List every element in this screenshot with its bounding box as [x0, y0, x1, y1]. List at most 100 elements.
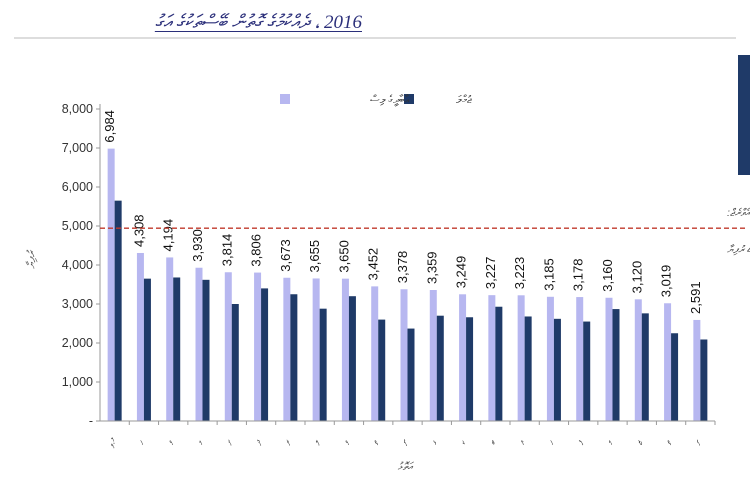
- x-category-label: ހ: [136, 440, 146, 445]
- bar-series-1: [400, 289, 408, 421]
- y-tick-label: 4,000: [62, 258, 93, 272]
- bar-series-2: [290, 294, 298, 421]
- bar-series-2: [495, 306, 503, 421]
- bar-series-1: [312, 278, 320, 421]
- data-label: 3,249: [454, 256, 469, 289]
- x-category-label: ނ: [400, 438, 410, 446]
- x-category-label: ކ: [458, 440, 468, 445]
- data-label: 3,806: [249, 234, 264, 267]
- bar-series-2: [671, 333, 679, 421]
- bar-series-2: [261, 288, 269, 421]
- bar-series-2: [202, 279, 210, 421]
- bar-series-2: [173, 277, 181, 421]
- data-labels: 6,984 4,308 4,194 3,930 3,814 3,806 3,673 3,655…: [102, 110, 703, 314]
- y-axis: - 1,000 2,000 3,000 4,000 5,000 6,000 7,000 8,00…: [62, 102, 101, 428]
- x-category-label: ފ: [575, 439, 585, 445]
- legend-label-series-1: އާބާދީގެ ލިސް: [370, 94, 410, 107]
- x-category-label: ޅ: [195, 440, 205, 445]
- x-category-label: ޅ.ވ: [107, 437, 117, 449]
- x-category-label: ށ: [692, 439, 702, 446]
- bar-series-1: [341, 278, 349, 421]
- data-label: 3,930: [190, 229, 205, 262]
- reference-line: ދިވެހިރާއްޖޭގެ އެވްރެޖް: 4944 ރުފިޔާ: [100, 206, 750, 256]
- bar-series-2: [553, 318, 561, 421]
- y-tick-label: 5,000: [62, 219, 93, 233]
- bar-series-1: [107, 148, 115, 421]
- data-label: 3,673: [278, 239, 293, 272]
- bar-series-2: [348, 296, 356, 421]
- data-label: 3,120: [629, 261, 644, 294]
- y-tick-label: 1,000: [62, 375, 93, 389]
- data-label: 3,359: [424, 251, 439, 284]
- bar-series-1: [546, 296, 554, 421]
- bar-series-2: [378, 319, 386, 421]
- bar-series-2: [466, 317, 474, 421]
- x-category-label: ހ: [546, 440, 556, 445]
- bar-series-1: [488, 295, 496, 421]
- bar-series-2: [143, 278, 151, 421]
- data-label: 3,223: [512, 257, 527, 290]
- bar-series-1: [136, 252, 144, 421]
- x-category-label: ލ: [312, 440, 322, 446]
- bar-series-1: [576, 297, 584, 421]
- data-label: 3,019: [659, 265, 674, 298]
- bar-series-2: [700, 339, 708, 421]
- bar-series-1: [283, 277, 291, 421]
- data-label: 3,160: [600, 259, 615, 292]
- data-label: 4,194: [161, 219, 176, 252]
- y-tick-label: 8,000: [62, 102, 93, 116]
- bar-series-1: [517, 295, 525, 421]
- x-category-label: ށ: [224, 439, 234, 446]
- slide-accent-bar: [738, 55, 750, 175]
- data-label: 6,984: [102, 110, 117, 143]
- y-tick-label: 6,000: [62, 180, 93, 194]
- bar-series-1: [693, 319, 701, 421]
- bar-series-2: [612, 309, 620, 421]
- data-label: 3,185: [541, 258, 556, 291]
- data-label: 2,591: [688, 281, 703, 314]
- bar-series-2: [407, 328, 415, 421]
- bar-series-1: [605, 297, 613, 421]
- chart-title: 2016 ، ދެއްކުމުގެ ގޮތުން ބޭސްތަކުގެ އަގު: [154, 12, 362, 33]
- y-tick-label: 3,000: [62, 297, 93, 311]
- x-axis-title: އަތޮޅު: [398, 461, 415, 473]
- x-category-label: ބ: [487, 440, 497, 445]
- data-label: 3,814: [219, 234, 234, 267]
- bar-series-1: [429, 289, 437, 421]
- legend-swatch-series-1: [280, 94, 290, 104]
- bar-series-1: [254, 272, 262, 421]
- x-category-label: މ: [605, 440, 615, 445]
- x-category-label: ތ: [370, 440, 380, 445]
- data-label: 3,655: [307, 240, 322, 273]
- bar-series-2: [319, 308, 327, 421]
- data-label: 3,378: [395, 251, 410, 284]
- average-label-line1: ދިވެހިރާއްޖޭގެ އެވްރެޖް:: [727, 206, 750, 219]
- data-label: 3,452: [366, 248, 381, 281]
- bars: [107, 148, 708, 421]
- x-category-label: ދ: [253, 439, 263, 447]
- x-category-label: ރ: [282, 439, 292, 446]
- bar-series-1: [224, 272, 232, 421]
- data-label: 3,650: [336, 240, 351, 273]
- bar-series-1: [459, 294, 467, 421]
- x-category-label: ވ: [341, 440, 351, 445]
- x-category-label: ޒ: [634, 439, 644, 445]
- x-category-label: އ: [517, 440, 527, 445]
- bar-series-2: [524, 316, 532, 421]
- data-label: 3,178: [571, 259, 586, 292]
- x-category-label: ގ: [429, 440, 439, 445]
- x-axis: ޅ.ވ ހ ވ ޅ ށ ދ ރ ލ ވ ތ ނ ގ ކ ބ އ ހ ފ މ ޒ ތ ށ: [100, 420, 716, 449]
- y-tick-label: 7,000: [62, 141, 93, 155]
- x-category-label: ވ: [165, 440, 175, 445]
- legend-label-series-2: ޖުމްލަ: [456, 94, 472, 106]
- y-tick-label: 2,000: [62, 336, 93, 350]
- legend: ޖުމްލަ އާބާދީގެ ލިސް: [280, 94, 472, 107]
- bar-series-1: [195, 267, 203, 421]
- bar-series-2: [436, 315, 444, 421]
- legend-swatch-series-2: [404, 94, 414, 104]
- bar-series-2: [641, 313, 649, 421]
- bar-series-1: [664, 303, 672, 421]
- y-axis-title: ރުފިޔާ: [25, 249, 38, 269]
- data-label: 3,227: [483, 257, 498, 290]
